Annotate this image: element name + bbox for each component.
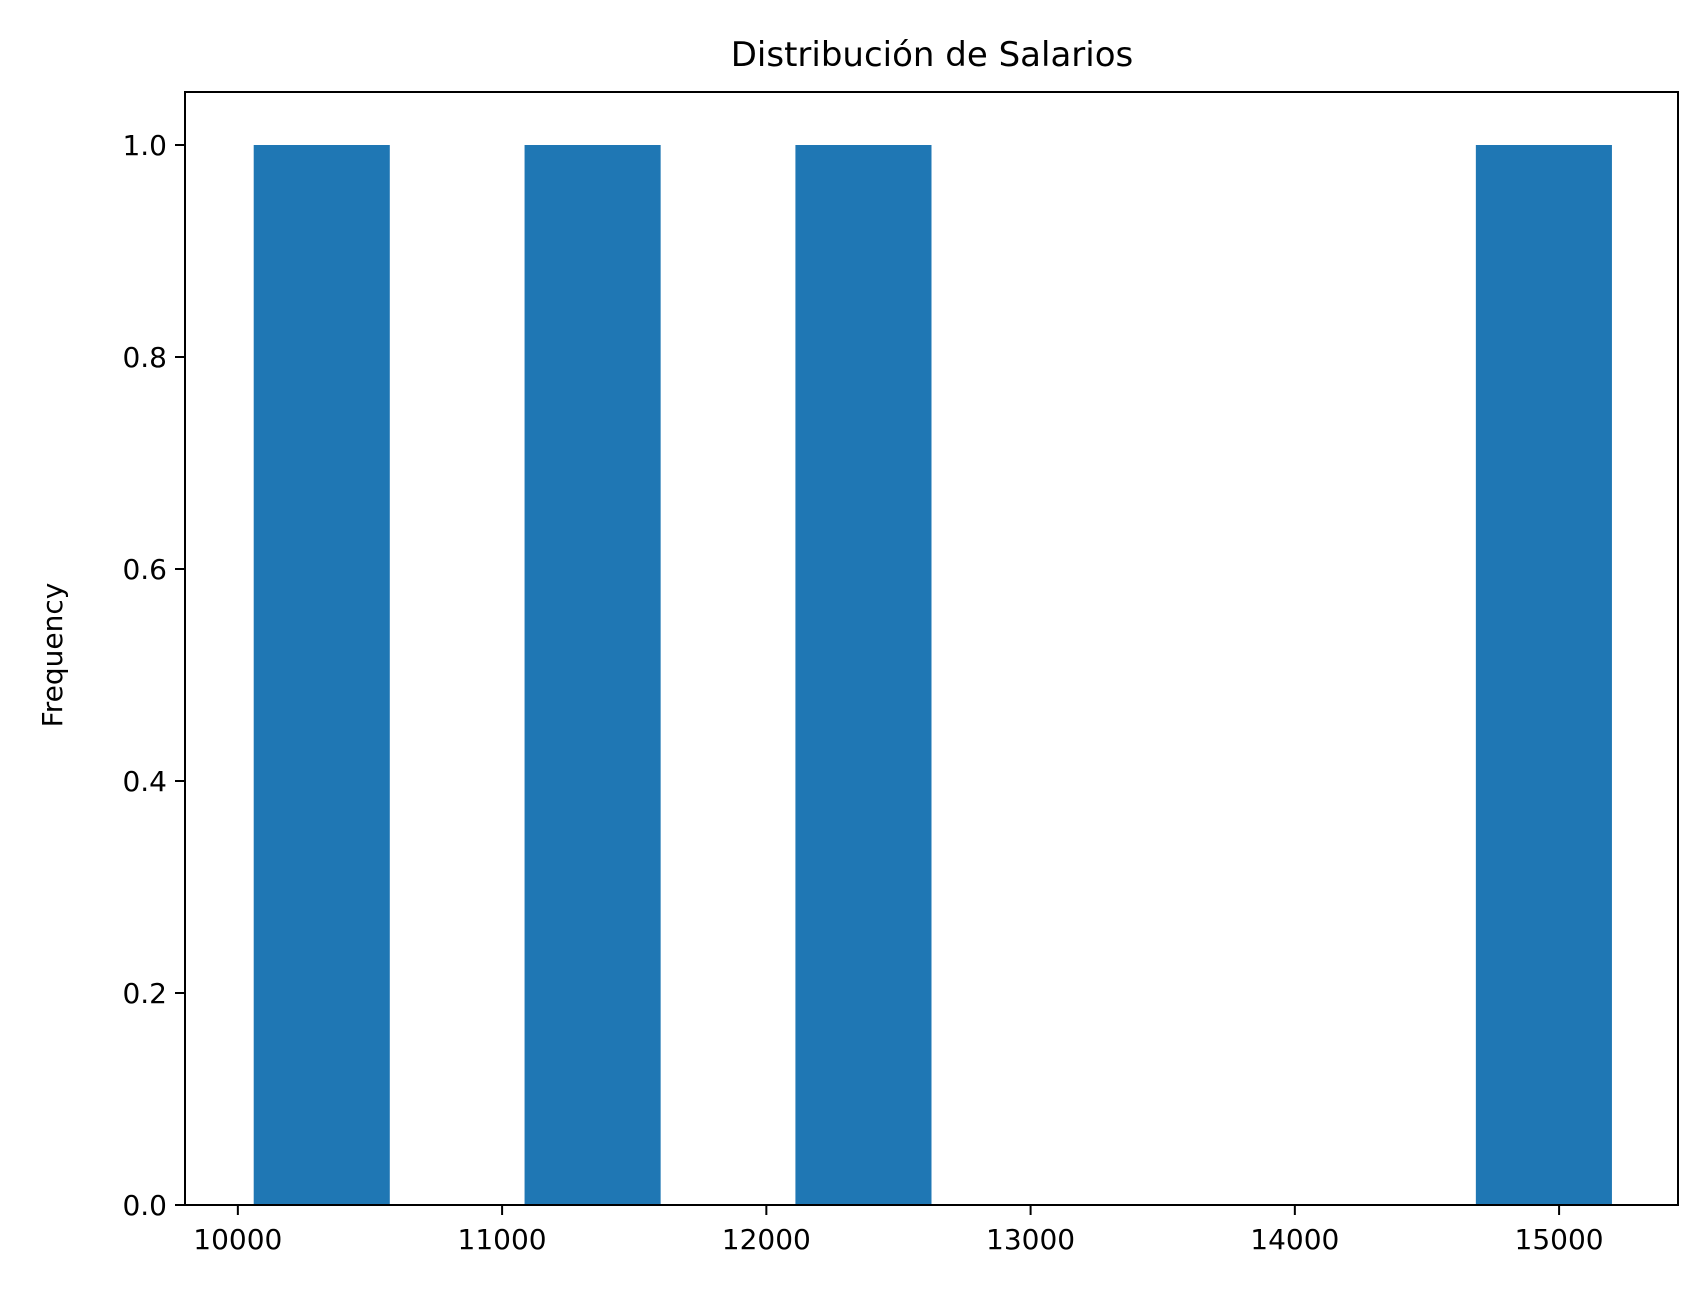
bars-group <box>253 145 1612 1205</box>
x-tick-label: 15000 <box>1515 1223 1604 1256</box>
y-tick-label: 0.2 <box>122 977 167 1010</box>
x-tick-label: 14000 <box>1250 1223 1339 1256</box>
x-tick-label: 10000 <box>193 1223 282 1256</box>
histogram-bar-7 <box>1475 145 1612 1205</box>
histogram-bar-2 <box>795 145 932 1205</box>
y-tick-label: 0.6 <box>122 553 167 586</box>
x-tick-label: 13000 <box>986 1223 1075 1256</box>
y-tick-label: 0.8 <box>122 341 167 374</box>
x-tick-label: 12000 <box>722 1223 811 1256</box>
y-axis-ticks: 0.0 0.2 0.4 0.6 0.8 1.0 <box>122 129 185 1222</box>
chart-title: Distribución de Salarios <box>731 35 1133 75</box>
y-tick-label: 1.0 <box>122 129 167 162</box>
histogram-bar-0 <box>253 145 390 1205</box>
histogram-bar-1 <box>524 145 661 1205</box>
y-tick-label: 0.0 <box>122 1189 167 1222</box>
plot-area-frame <box>184 91 1679 1206</box>
x-axis-ticks: 10000 11000 12000 13000 14000 15000 <box>193 1205 1604 1256</box>
y-axis-label: Frequency <box>36 583 69 728</box>
x-tick-label: 11000 <box>458 1223 547 1256</box>
y-tick-label: 0.4 <box>122 765 167 798</box>
